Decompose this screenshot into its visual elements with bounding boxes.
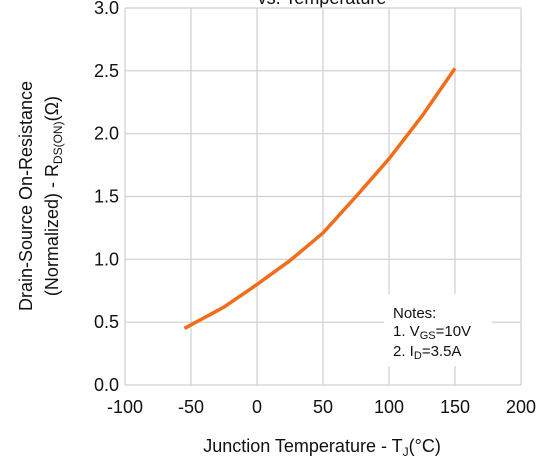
note-2-tail: =3.5A <box>422 343 462 360</box>
notes-title: Notes: <box>393 305 436 322</box>
y-label-line2: (Normalized) - RDS(ON)(Ω) <box>42 96 65 296</box>
note-1-main: 1. V <box>393 323 420 340</box>
chart-title: vs. Temperature <box>258 0 387 8</box>
x-label-tail: (°C) <box>409 436 441 456</box>
y-axis-label: Drain-Source On-Resistance (Normalized) … <box>16 81 65 311</box>
note-1-tail: =10V <box>436 323 471 340</box>
data-line <box>183 67 457 330</box>
note-1: 1. VGS=10V <box>393 323 471 342</box>
x-tick-label: -100 <box>107 397 143 417</box>
y-label-main: (Normalized) - R <box>42 164 62 296</box>
y-tick-label: 0.5 <box>94 312 119 332</box>
x-tick-label: -50 <box>178 397 204 417</box>
note-2-sub: D <box>414 350 422 362</box>
x-axis-label: Junction Temperature - TJ(°C) <box>203 436 441 459</box>
y-tick-label: 1.5 <box>94 187 119 207</box>
x-label-main: Junction Temperature - T <box>203 436 402 456</box>
notes: Notes: 1. VGS=10V 2. ID=3.5A <box>384 294 492 366</box>
x-tick-label: 100 <box>374 397 404 417</box>
y-tick-label: 3.0 <box>94 0 119 18</box>
y-tick-label: 0.0 <box>94 375 119 395</box>
y-tick-label: 2.5 <box>94 61 119 81</box>
note-2-main: 2. I <box>393 343 414 360</box>
y-tick-label: 1.0 <box>94 249 119 269</box>
note-2: 2. ID=3.5A <box>393 343 461 362</box>
x-tick-label: 0 <box>252 397 262 417</box>
y-label-sub: DS(ON) <box>51 121 65 164</box>
x-tick-label: 200 <box>506 397 536 417</box>
plot-area: 0.0 0.5 1.0 1.5 2.0 2.5 3.0 -100 -50 0 50 100 150 200 <box>94 0 536 417</box>
y-tick-label: 2.0 <box>94 124 119 144</box>
x-tick-label: 150 <box>440 397 470 417</box>
y-label-tail: (Ω) <box>42 96 62 121</box>
y-label-line1: Drain-Source On-Resistance <box>16 81 36 311</box>
x-tick-label: 50 <box>313 397 333 417</box>
notes-box <box>384 294 492 366</box>
x-label-sub: J <box>403 445 409 459</box>
note-1-sub: GS <box>420 330 436 342</box>
